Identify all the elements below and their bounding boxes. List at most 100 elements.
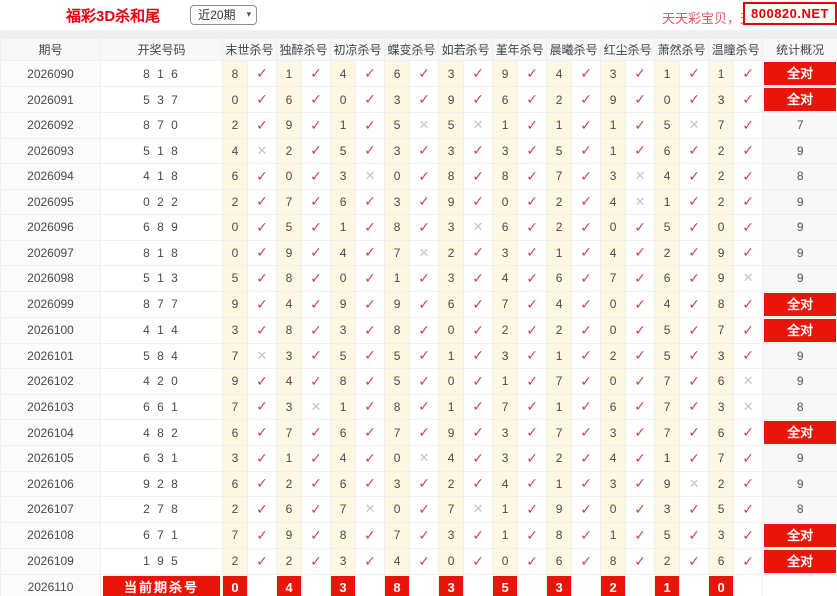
kill-number-cell: 4 [330,60,357,87]
check-icon: ✓ [355,470,386,497]
draw-numbers-cell: 5 8 4 [100,342,223,369]
kill-number-cell: 8 [384,214,411,241]
stats-cell: 9 [762,342,837,369]
check-icon: ✓ [517,470,548,497]
kill-number-cell: 5 [654,316,681,344]
check-icon: ✓ [409,265,440,292]
check-icon: ✓ [679,86,710,113]
check-icon: ✓ [625,419,656,446]
kill-number-cell: 5 [276,214,303,241]
stats-cell: 9 [762,265,837,292]
current-kill-number-cell: 3 [330,573,357,596]
check-icon: ✓ [625,316,656,344]
check-icon: ✓ [733,60,764,87]
check-icon: ✓ [733,163,764,190]
kill-number-cell: 3 [492,137,519,164]
kill-number-cell: 5 [330,342,357,369]
kill-number-cell: 3 [222,445,248,472]
kill-number-cell: 1 [492,496,519,523]
kill-number-cell: 1 [600,112,627,139]
check-icon: ✓ [517,521,548,549]
table-row: 2026100 4 1 4 3 ✓ 8 ✓ 3 ✓ 8 ✓ 0 ✓ 2 ✓ 2 ✓ 0 ✓ 5 ✓ 7 ✓ 全对 [0,316,837,344]
kill-number-cell: 2 [654,547,681,575]
kill-number-cell: 9 [708,265,735,292]
table-row: 2026099 8 7 7 9 ✓ 4 ✓ 9 ✓ 9 ✓ 6 ✓ 7 ✓ 4 ✓ 0 ✓ 4 ✓ 8 ✓ 全对 [0,290,837,318]
check-icon: ✓ [625,112,656,139]
check-icon: ✓ [409,419,440,446]
check-icon: ✓ [409,188,440,215]
check-icon: ✓ [301,521,332,549]
stats-cell: 8 [762,496,837,523]
stats-cell: 9 [762,239,837,266]
kill-number-cell: 0 [222,239,248,266]
kill-number-cell: 3 [708,86,735,113]
check-icon: ✓ [517,239,548,266]
kill-number-cell: 0 [222,86,248,113]
check-icon: ✓ [301,112,332,139]
kill-number-cell: 0 [600,496,627,523]
period-cell: 2026096 [0,214,101,241]
kill-number-cell: 1 [600,137,627,164]
current-period-row: 2026110 当前期杀号 0 4 3 8 3 5 3 2 1 0 [0,573,837,596]
table-row: 2026092 8 7 0 2 ✓ 9 ✓ 1 ✓ 5 ✕ 5 ✕ 1 ✓ 1 ✓ 1 ✓ 5 ✕ 7 ✓ 7 [0,112,837,139]
kill-number-cell: 0 [600,214,627,241]
check-icon: ✓ [571,521,602,549]
check-icon: ✓ [733,470,764,497]
check-icon: ✓ [517,547,548,575]
check-icon: ✓ [679,342,710,369]
check-icon: ✓ [679,137,710,164]
check-icon: ✓ [517,496,548,523]
kill-number-cell: 3 [384,137,411,164]
kill-number-cell: 7 [708,112,735,139]
current-period-label: 当前期杀号 [103,575,220,596]
kill-number-cell: 3 [654,496,681,523]
check-icon: ✓ [463,445,494,472]
stats-cell: 9 [762,214,837,241]
check-icon: ✓ [301,496,332,523]
check-icon: ✓ [301,188,332,215]
period-cell: 2026109 [0,547,101,575]
check-icon: ✓ [571,214,602,241]
check-icon: ✓ [733,290,764,318]
check-icon: ✓ [246,163,278,190]
draw-numbers-cell: 9 2 8 [100,470,223,497]
check-icon: ✓ [517,214,548,241]
range-select[interactable]: 近20期 [190,5,258,25]
check-icon: ✓ [355,521,386,549]
empty-cell [463,573,494,596]
kill-number-cell: 6 [276,86,303,113]
range-select-wrap: 近20期 ▾ [190,5,258,25]
kill-number-cell: 2 [600,342,627,369]
cross-icon: ✕ [409,239,440,266]
kill-number-cell: 3 [708,342,735,369]
check-icon: ✓ [463,137,494,164]
current-kill-badge: 0 [709,575,733,596]
header-kill-col: 蝶变杀号 [384,38,440,61]
check-icon: ✓ [246,368,278,395]
stats-cell: 全对 [762,86,837,113]
check-icon: ✓ [625,290,656,318]
kill-number-cell: 1 [546,393,573,420]
check-icon: ✓ [571,547,602,575]
draw-numbers-cell: 8 7 7 [100,290,223,318]
kill-number-cell: 0 [384,163,411,190]
check-icon: ✓ [625,470,656,497]
check-icon: ✓ [571,86,602,113]
draw-numbers-cell: 2 7 8 [100,496,223,523]
kill-number-cell: 1 [546,112,573,139]
kill-number-cell: 9 [276,239,303,266]
check-icon: ✓ [409,86,440,113]
table-row: 2026104 4 8 2 6 ✓ 7 ✓ 6 ✓ 7 ✓ 9 ✓ 3 ✓ 7 ✓ 3 ✓ 7 ✓ 6 ✓ 全对 [0,419,837,446]
check-icon: ✓ [733,137,764,164]
kill-number-cell: 5 [708,496,735,523]
kill-number-cell: 3 [330,163,357,190]
kill-number-cell: 2 [654,239,681,266]
check-icon: ✓ [733,239,764,266]
kill-number-cell: 6 [654,265,681,292]
check-icon: ✓ [246,445,278,472]
kill-number-cell: 7 [222,342,248,369]
check-icon: ✓ [355,290,386,318]
cross-icon: ✕ [463,496,494,523]
kill-number-cell: 7 [546,368,573,395]
kill-number-cell: 8 [492,163,519,190]
